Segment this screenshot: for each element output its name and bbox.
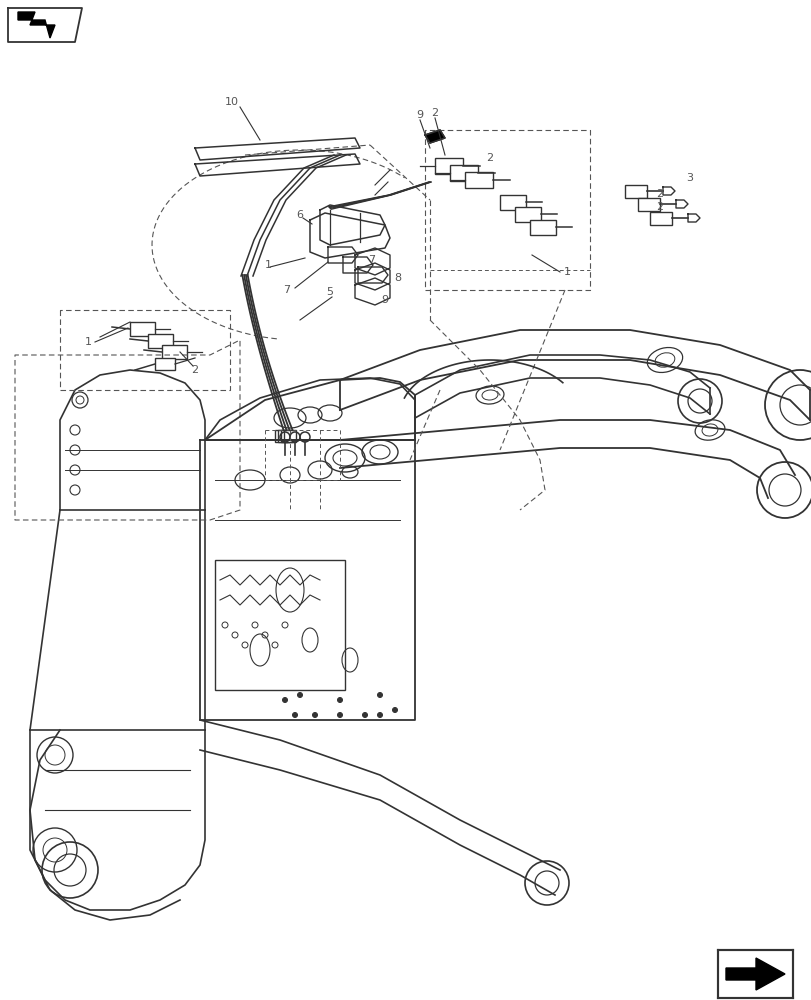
Circle shape: [377, 692, 382, 698]
Bar: [284, 430, 296, 442]
Circle shape: [337, 698, 342, 702]
Text: 1: 1: [84, 337, 92, 347]
Text: 9: 9: [416, 110, 423, 120]
Bar: [162, 345, 187, 359]
Text: 7: 7: [283, 285, 290, 295]
Bar: [449, 165, 478, 181]
Circle shape: [297, 692, 303, 698]
Bar: [281, 430, 293, 442]
Bar: [465, 172, 492, 188]
Bar: [148, 334, 173, 348]
Bar: [500, 195, 526, 210]
Bar: [435, 158, 462, 174]
Circle shape: [292, 712, 297, 717]
Text: 8: 8: [394, 273, 401, 283]
Text: 1: 1: [264, 260, 271, 270]
Bar: [215, 560, 345, 690]
Text: 2: 2: [486, 153, 493, 163]
Bar: [278, 430, 290, 442]
Circle shape: [282, 698, 287, 702]
Bar: [624, 185, 646, 198]
Text: 2: 2: [191, 365, 199, 375]
Polygon shape: [725, 958, 784, 990]
Circle shape: [312, 712, 317, 717]
Bar: [155, 358, 175, 370]
Bar: [514, 207, 540, 222]
Text: 9: 9: [381, 295, 388, 305]
Text: 5: 5: [326, 287, 333, 297]
Polygon shape: [424, 130, 444, 143]
Text: 7: 7: [368, 255, 375, 265]
Text: 10: 10: [225, 97, 238, 107]
Circle shape: [362, 712, 367, 717]
Text: 2: 2: [431, 108, 438, 118]
Bar: [717, 950, 792, 998]
Text: 6: 6: [296, 210, 303, 220]
Bar: [530, 220, 556, 235]
Text: 1: 1: [563, 267, 570, 277]
Bar: [649, 212, 672, 225]
Text: 2: 2: [655, 189, 663, 199]
Polygon shape: [18, 12, 55, 38]
Circle shape: [337, 712, 342, 717]
Text: 3: 3: [685, 173, 693, 183]
Circle shape: [377, 712, 382, 717]
Circle shape: [392, 708, 397, 712]
Text: 2: 2: [655, 202, 663, 212]
Bar: [275, 430, 287, 442]
Bar: [637, 198, 659, 211]
Bar: [130, 322, 155, 336]
